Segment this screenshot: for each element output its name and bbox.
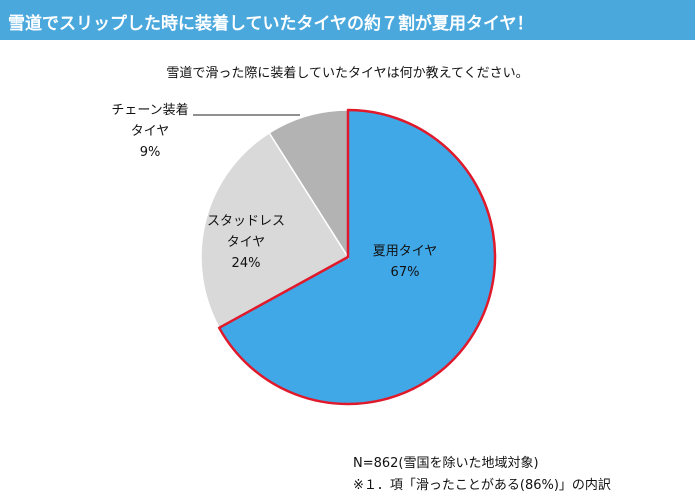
page-title: 雪道でスリップした時に装着していたタイヤの約７割が夏用タイヤ！ <box>8 14 534 34</box>
label-summer-value: 67% <box>390 265 420 280</box>
label-chain-tire: チェーン装着 タイヤ 9% <box>100 100 200 163</box>
label-studless-tire: スタッドレス タイヤ 24% <box>196 211 296 274</box>
label-chain-name-1: チェーン装着 <box>111 103 189 118</box>
survey-question: 雪道で滑った際に装着していたタイヤは何か教えてください。 <box>166 66 529 81</box>
label-chain-name-2: タイヤ <box>130 124 170 139</box>
pie-slice-2 <box>268 109 349 260</box>
breakdown-note: ※１．項「滑ったことがある(86%)」の内訳 <box>353 478 611 493</box>
sample-size-note: N=862(雪国を除いた地域対象) <box>353 456 539 471</box>
label-summer-name: 夏用タイヤ <box>372 244 438 259</box>
label-summer-tire: 夏用タイヤ 67% <box>355 241 455 283</box>
label-studless-value: 24% <box>231 256 261 271</box>
highlight-border <box>217 108 497 406</box>
label-chain-value: 9% <box>139 145 161 160</box>
label-studless-name-1: スタッドレス <box>206 214 285 229</box>
header-banner: 雪道でスリップした時に装着していたタイヤの約７割が夏用タイヤ！ <box>0 0 695 40</box>
label-studless-name-2: タイヤ <box>226 235 266 250</box>
pie-slice-1 <box>200 131 350 329</box>
